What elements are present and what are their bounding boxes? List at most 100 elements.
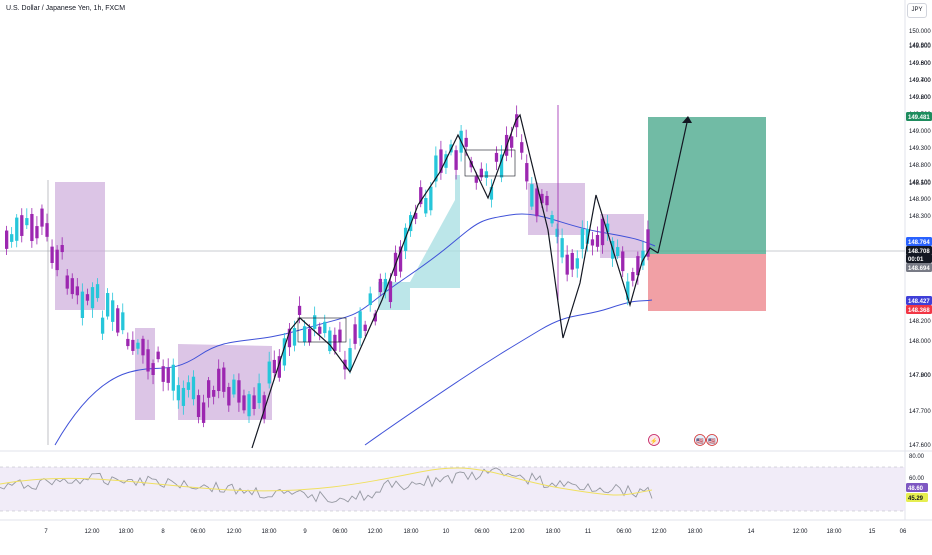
time-tick-label: 18:00	[403, 529, 419, 535]
candle-body	[121, 312, 125, 331]
candle-body	[55, 249, 59, 271]
candle-body	[181, 387, 186, 406]
candle-body	[222, 367, 226, 392]
price-tick-label: 147.600	[909, 443, 931, 449]
candle-body	[232, 379, 236, 395]
pattern-box	[464, 149, 516, 177]
rsi-signal-badge: 45.29	[908, 496, 924, 502]
candle-body	[30, 213, 34, 242]
candle-body	[520, 142, 524, 153]
candle-body	[545, 195, 549, 206]
candle-body	[419, 187, 423, 205]
candle-body	[85, 294, 90, 301]
price-tick-label: 149.800	[909, 61, 931, 67]
time-tick-label: 12:00	[651, 529, 667, 535]
rsi-tick-label: 60.00	[909, 476, 925, 482]
event-marker-circle	[648, 434, 660, 446]
time-tick-label: 06:00	[332, 529, 348, 535]
price-tick-label: 148.900	[909, 197, 931, 203]
candle-body	[555, 228, 559, 237]
price-tick-label: 148.500	[909, 181, 931, 187]
candle-body	[464, 137, 468, 147]
price-tick-label: 149.400	[909, 78, 931, 84]
candle-body	[333, 334, 337, 351]
candle-body	[631, 272, 635, 281]
time-tick-label: 9	[303, 529, 307, 535]
candle-body	[141, 338, 145, 356]
candle-body	[65, 275, 69, 289]
candle-body	[60, 245, 64, 253]
candle-body	[353, 324, 357, 344]
target-price-badge-bg	[906, 112, 932, 121]
price-tick-label: 149.600	[909, 95, 931, 101]
rsi-pane	[0, 466, 905, 512]
candle-body	[373, 313, 377, 322]
candle-body	[318, 326, 322, 334]
time-tick-label: 8	[161, 529, 165, 535]
time-tick-label: 12:00	[367, 529, 383, 535]
candle-body	[272, 359, 276, 373]
candle-body	[217, 368, 221, 392]
ma-slow-line	[364, 299, 653, 446]
cloud-cyan-block	[410, 175, 460, 288]
time-tick-label: 18:00	[118, 529, 134, 535]
position-tool[interactable]	[648, 117, 766, 311]
candle-body	[560, 238, 564, 258]
target-price-badge: 149.481	[908, 115, 930, 121]
event-marker-circle	[706, 434, 718, 446]
candle-body	[439, 149, 443, 173]
stop-price-badge: 148.368	[908, 308, 930, 314]
candle-body	[35, 226, 39, 239]
candle-body	[621, 251, 625, 272]
stop-zone	[648, 254, 766, 311]
candle-body	[605, 223, 610, 233]
currency-button[interactable]: JPY	[907, 3, 927, 18]
candle-body	[201, 402, 206, 423]
candle-body	[641, 250, 645, 266]
time-tick-label: 18:00	[826, 529, 842, 535]
candle-body	[207, 380, 211, 398]
candle-body	[535, 188, 539, 217]
price-tick-label: 149.800	[909, 43, 931, 49]
rsi-value-badge-bg	[906, 483, 928, 492]
countdown-badge-bg	[906, 254, 932, 263]
time-tick-label: 12:00	[226, 529, 242, 535]
time-tick-label: 11	[585, 529, 592, 535]
rsi-signal-badge-bg	[906, 493, 928, 502]
price-tick-label: 149.100	[909, 180, 931, 186]
drawn-pattern-lines[interactable]	[251, 113, 692, 449]
candle-body	[636, 256, 640, 276]
candle-body	[156, 351, 160, 360]
event-markers[interactable]: ⚡ 🇺🇸 🇺🇸	[648, 434, 718, 446]
candle-body	[90, 287, 95, 309]
cloud-indicator	[55, 175, 644, 420]
candle-body	[429, 186, 433, 211]
candle-body	[161, 366, 165, 382]
entry-price-badge: 148.764	[908, 240, 930, 246]
candle-body	[252, 395, 256, 409]
bid-price-badge: 148.694	[908, 266, 930, 272]
price-tick-label: 148.300	[909, 214, 931, 220]
candle-body	[227, 386, 231, 406]
candle-body	[580, 228, 584, 250]
symbol-title: U.S. Dollar / Japanese Yen, 1h, FXCM	[6, 5, 126, 12]
axes: 150.000149.800149.600149.400149.200149.0…	[44, 29, 932, 535]
time-tick-label: 06	[900, 529, 907, 535]
ma-price-badge: 148.427	[908, 299, 930, 305]
candle-body	[424, 197, 428, 214]
candle-body	[575, 258, 579, 269]
time-tick-label: 14	[748, 529, 755, 535]
candle-body	[302, 326, 307, 343]
candle-body	[70, 278, 74, 295]
price-tick-label: 148.200	[909, 319, 931, 325]
candle-body	[287, 328, 292, 348]
candle-body	[176, 385, 180, 401]
candle-body	[368, 293, 372, 306]
candle-body	[383, 278, 388, 292]
candle-body	[348, 348, 352, 371]
price-tick-label: 149.900	[909, 44, 931, 50]
event-marker-circle	[694, 434, 706, 446]
candle-body	[434, 155, 438, 182]
